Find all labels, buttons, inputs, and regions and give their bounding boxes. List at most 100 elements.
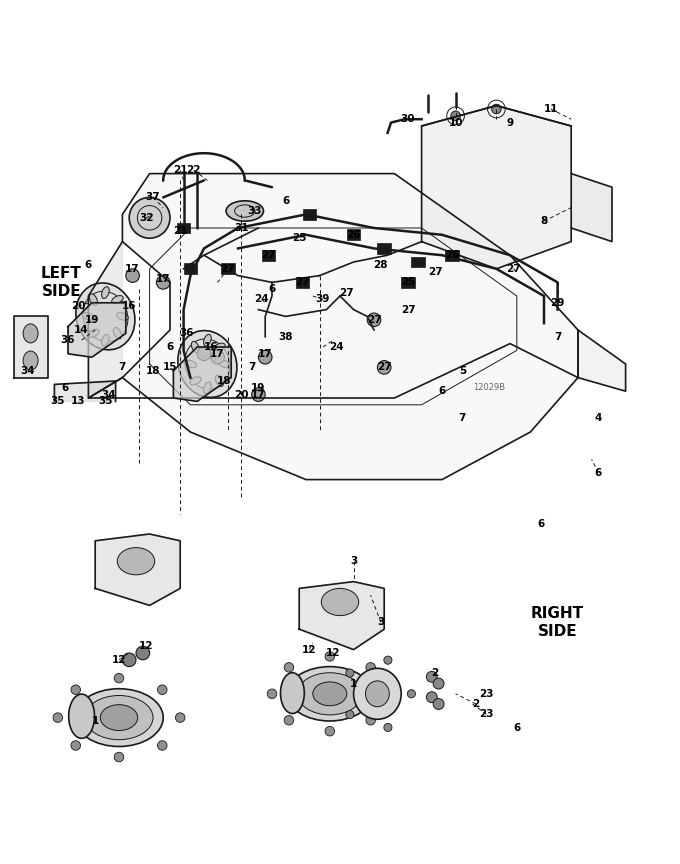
Polygon shape <box>95 534 180 606</box>
Circle shape <box>366 715 375 725</box>
Text: 16: 16 <box>122 302 137 311</box>
Ellipse shape <box>313 682 347 706</box>
Ellipse shape <box>112 295 123 303</box>
Ellipse shape <box>354 668 401 720</box>
Circle shape <box>384 656 392 664</box>
Circle shape <box>71 740 80 750</box>
Circle shape <box>346 710 354 719</box>
Circle shape <box>384 723 392 732</box>
Ellipse shape <box>88 329 99 337</box>
Text: 27: 27 <box>401 305 415 314</box>
Text: 11: 11 <box>543 104 558 114</box>
Ellipse shape <box>226 200 264 221</box>
Text: 17: 17 <box>156 274 171 284</box>
Circle shape <box>433 678 444 689</box>
Text: 33: 33 <box>248 206 262 216</box>
Text: RIGHT
SIDE: RIGHT SIDE <box>531 607 584 638</box>
Circle shape <box>211 351 224 364</box>
Text: 10: 10 <box>448 118 463 128</box>
Circle shape <box>114 673 124 683</box>
Ellipse shape <box>76 283 135 350</box>
Text: 20: 20 <box>71 302 86 311</box>
Text: 14: 14 <box>74 325 89 335</box>
Text: 28: 28 <box>373 260 388 270</box>
Polygon shape <box>422 105 571 269</box>
Polygon shape <box>571 174 612 242</box>
Text: 23: 23 <box>479 709 494 719</box>
Text: 20: 20 <box>234 390 249 399</box>
Circle shape <box>426 671 437 683</box>
Text: 5: 5 <box>459 365 466 376</box>
Text: 7: 7 <box>119 362 126 372</box>
Text: 27: 27 <box>506 264 521 274</box>
Text: 32: 32 <box>139 213 154 223</box>
Polygon shape <box>14 316 48 378</box>
Circle shape <box>267 689 277 699</box>
Text: 17: 17 <box>210 349 225 359</box>
Text: 31: 31 <box>234 223 249 233</box>
Bar <box>296 277 309 288</box>
Text: 7: 7 <box>459 413 466 423</box>
Bar <box>377 243 391 254</box>
Circle shape <box>377 360 391 374</box>
Ellipse shape <box>89 294 97 305</box>
Circle shape <box>325 727 335 736</box>
Polygon shape <box>299 581 384 650</box>
Text: 25: 25 <box>292 233 307 243</box>
Circle shape <box>252 388 265 402</box>
Ellipse shape <box>116 313 129 321</box>
Bar <box>445 250 459 261</box>
Text: 24: 24 <box>329 342 344 352</box>
Text: 12: 12 <box>326 648 341 658</box>
Ellipse shape <box>23 324 38 343</box>
Text: 30: 30 <box>401 114 415 124</box>
Text: 6: 6 <box>269 284 275 295</box>
Ellipse shape <box>117 548 154 575</box>
Ellipse shape <box>75 689 163 746</box>
Text: 6: 6 <box>595 467 602 478</box>
Circle shape <box>284 663 294 672</box>
Text: 1: 1 <box>350 678 357 689</box>
Text: 4: 4 <box>595 413 602 423</box>
Text: 21: 21 <box>173 226 188 237</box>
Circle shape <box>325 651 335 661</box>
Ellipse shape <box>191 341 199 353</box>
Text: 16: 16 <box>203 342 218 352</box>
Text: 27: 27 <box>367 314 381 325</box>
Bar <box>347 229 360 240</box>
Ellipse shape <box>100 705 137 731</box>
Text: 3: 3 <box>377 618 384 627</box>
Circle shape <box>158 685 167 695</box>
Ellipse shape <box>298 673 362 715</box>
Text: 27: 27 <box>295 277 310 288</box>
Ellipse shape <box>23 351 38 370</box>
Bar <box>303 209 316 219</box>
Text: 27: 27 <box>220 264 235 274</box>
Polygon shape <box>68 302 126 357</box>
Polygon shape <box>173 347 231 402</box>
Ellipse shape <box>214 343 225 351</box>
Text: 6: 6 <box>513 723 520 733</box>
Text: 26: 26 <box>445 251 460 260</box>
Text: 15: 15 <box>163 362 177 372</box>
Ellipse shape <box>203 334 211 346</box>
Circle shape <box>492 105 501 114</box>
Circle shape <box>156 276 170 289</box>
Circle shape <box>197 347 211 360</box>
Text: 29: 29 <box>550 298 565 308</box>
Circle shape <box>407 689 415 698</box>
Text: 9: 9 <box>507 118 513 128</box>
Text: 7: 7 <box>554 332 561 342</box>
Ellipse shape <box>280 673 304 714</box>
Bar <box>184 264 197 274</box>
Ellipse shape <box>366 681 389 707</box>
Text: 8: 8 <box>541 216 547 226</box>
Circle shape <box>346 669 354 677</box>
Text: 2: 2 <box>473 699 479 709</box>
Text: 6: 6 <box>85 260 92 270</box>
Text: 17: 17 <box>251 390 266 399</box>
Text: 25: 25 <box>401 277 415 288</box>
Polygon shape <box>88 242 122 398</box>
Circle shape <box>53 713 63 722</box>
Circle shape <box>451 111 460 121</box>
